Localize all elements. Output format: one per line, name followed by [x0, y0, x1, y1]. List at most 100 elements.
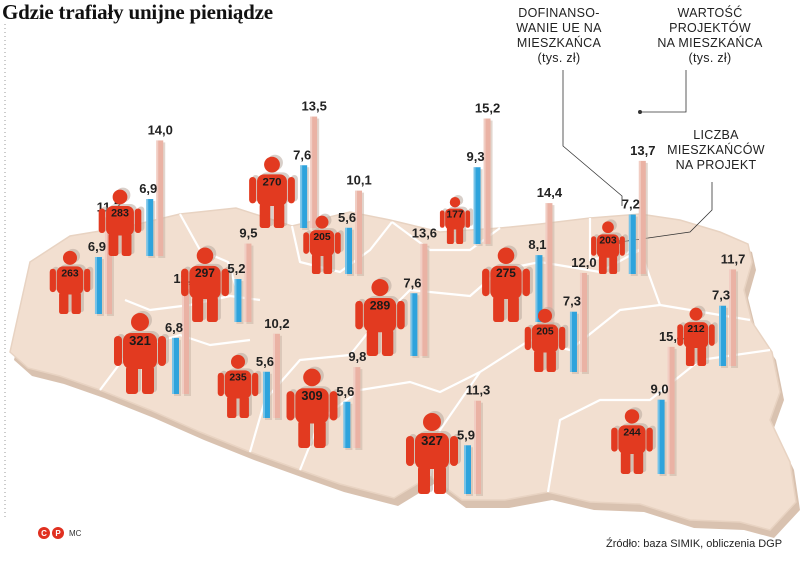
person-leg-right [239, 396, 249, 418]
person-arm-right [134, 208, 142, 234]
person-leg-left [298, 420, 311, 448]
region-marker: 14,4 8,1 275 [482, 185, 563, 324]
person-torso [415, 433, 449, 469]
label-liczba: 205 [313, 232, 331, 243]
person-leg-right [121, 233, 132, 256]
label-wartosc: 11,3 [466, 383, 491, 398]
legend-dof-line-3: MIESZKAŃCA [516, 36, 602, 50]
label-wartosc: 15,2 [475, 101, 500, 116]
person-torso [224, 370, 252, 399]
person-torso [596, 234, 620, 258]
person-arm-right [397, 300, 405, 330]
person-icon [406, 413, 458, 494]
label-dofinansowanie: 6,9 [88, 239, 106, 254]
person-icon [439, 197, 471, 244]
region-border [359, 371, 481, 394]
person-arm-left [524, 326, 531, 351]
person-torso [56, 266, 84, 295]
person-leg-right [381, 329, 394, 356]
person-leg-left [259, 203, 271, 228]
person-leg-left [126, 366, 138, 394]
person-leg-right [313, 420, 326, 448]
person-torso [618, 425, 646, 454]
label-liczba: 205 [536, 327, 554, 338]
person-icon [677, 307, 715, 366]
leader-wartosc-dot [638, 110, 642, 114]
label-dofinansowanie: 8,1 [528, 237, 546, 252]
bar-dofinansowanie-highlight [628, 214, 631, 274]
person-head [303, 368, 321, 387]
label-wartosc: 10,1 [346, 173, 371, 188]
bar-wartosc [474, 400, 481, 494]
label-wartosc: 13,6 [412, 226, 437, 241]
person-head [196, 247, 214, 265]
person-torso [445, 208, 465, 230]
person-leg-left [192, 296, 204, 322]
bar-wartosc [353, 367, 361, 448]
bar-wartosc-highlight [353, 367, 356, 448]
label-wartosc: 11,7 [721, 251, 746, 266]
bar-dofinansowanie-highlight [345, 227, 348, 274]
label-liczba: 270 [262, 176, 281, 188]
person-head [264, 156, 280, 173]
bar-dofinansowanie [410, 293, 418, 356]
label-wartosc: 13,7 [630, 143, 655, 158]
label-wartosc: 14,4 [537, 185, 563, 200]
person-leg-left [685, 345, 695, 366]
bar-wartosc-highlight [579, 272, 582, 372]
copyright-p-icon: P [52, 527, 64, 539]
bar-dofinansowanie [535, 255, 543, 322]
person-arm-left [181, 268, 189, 297]
bar-wartosc [638, 160, 646, 274]
person-leg-right [206, 296, 218, 322]
bar-dofinansowanie-highlight [94, 257, 97, 314]
label-liczba: 212 [687, 324, 705, 335]
bar-wartosc-highlight [156, 140, 159, 256]
bar-dofinansowanie-highlight [569, 311, 572, 372]
person-arm-right [619, 236, 625, 256]
person-torso [106, 205, 134, 236]
person-leg-right [142, 366, 154, 394]
region-marker: 15,2 9,3 177 [439, 101, 500, 246]
label-liczba: 321 [129, 333, 151, 348]
bar-wartosc-highlight [244, 243, 247, 322]
bar-wartosc [667, 346, 675, 474]
region-border [290, 221, 393, 274]
label-dofinansowanie: 9,0 [651, 382, 669, 397]
label-wartosc: 13,5 [302, 99, 327, 114]
bar-wartosc [104, 217, 112, 314]
region-marker: 9,5 5,2 297 [181, 226, 257, 324]
legend-war-line-2: PROJEKTÓW [669, 21, 751, 35]
region-marker: 10,1 5,6 205 [303, 173, 372, 276]
person-icon [114, 313, 166, 394]
bar-wartosc [355, 190, 363, 274]
person-head [449, 197, 461, 208]
person-head [62, 250, 78, 265]
bar-dofinansowanie [234, 279, 242, 322]
bar-wartosc-highlight [182, 289, 184, 394]
person-torso [295, 388, 329, 424]
bar-wartosc [244, 243, 252, 322]
region-border [546, 348, 771, 493]
legend-leaders [562, 70, 713, 244]
label-liczba: 263 [61, 269, 79, 280]
person-head [624, 409, 640, 424]
leader-liczba [619, 182, 713, 243]
region-marker: 11,7 7,3 212 [677, 251, 745, 368]
person-leg-left [446, 227, 454, 244]
person-head [315, 215, 329, 229]
bar-dofinansowanie [473, 167, 481, 244]
region-marker: 13,6 7,6 289 [355, 226, 437, 358]
bar-wartosc [545, 203, 553, 322]
legend-dof-line-1: DOFINANSO- [518, 6, 600, 20]
person-arm-left [114, 336, 122, 366]
bar-dofinansowanie-highlight [473, 167, 476, 244]
person-leg-left [311, 253, 321, 274]
bar-wartosc-highlight [638, 160, 641, 274]
region-marker: 13,5 7,6 270 [249, 99, 327, 230]
bar-dofinansowanie-highlight [464, 445, 466, 494]
person-arm-right [84, 268, 91, 293]
bar-dofinansowanie [262, 371, 270, 418]
bar-dofinansowanie [657, 399, 665, 474]
person-head [112, 189, 128, 205]
